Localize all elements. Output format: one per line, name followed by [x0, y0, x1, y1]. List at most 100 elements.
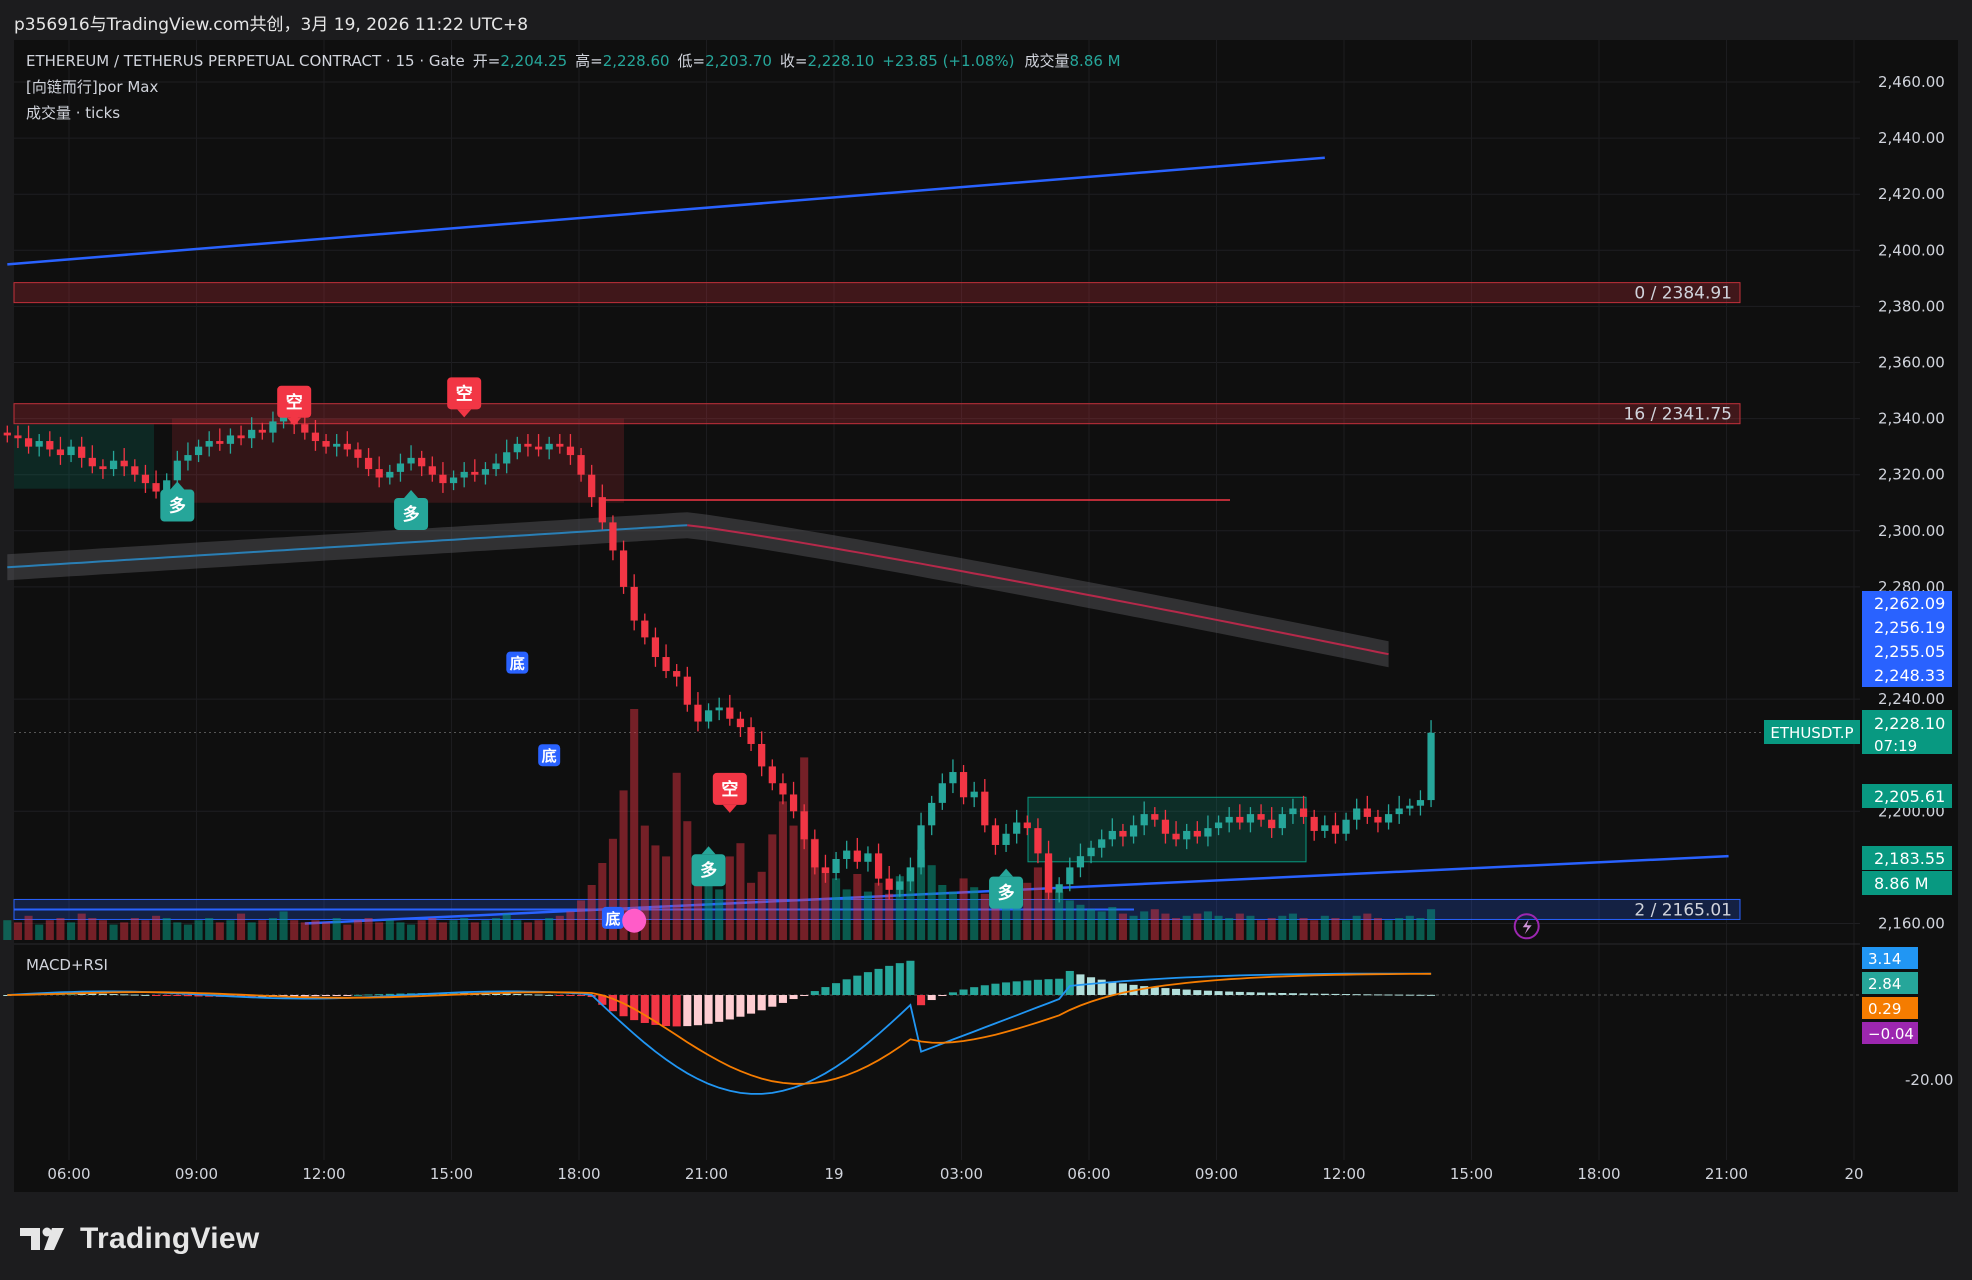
macd-histogram-bar — [789, 995, 798, 1000]
volume-bar — [1405, 915, 1414, 940]
candle-body — [556, 443, 564, 447]
candle-body — [832, 858, 840, 874]
candle-body — [301, 424, 309, 433]
candle-body — [991, 825, 1000, 845]
x-tick-label: 09:00 — [1195, 1165, 1238, 1183]
candle-body — [1353, 808, 1361, 820]
macd-histogram-bar — [832, 983, 841, 995]
volume-bar — [736, 843, 745, 940]
macd-histogram-bar — [704, 995, 713, 1024]
price-label-badge — [1862, 615, 1952, 639]
macd-histogram-bar — [959, 989, 968, 995]
macd-histogram-bar — [385, 993, 394, 995]
candle-body — [428, 466, 436, 475]
volume-bar — [598, 863, 607, 940]
volume-bar — [1225, 918, 1234, 940]
macd-histogram-bar — [1288, 993, 1297, 995]
macd-histogram-bar — [1055, 978, 1064, 995]
candle-body — [1023, 822, 1031, 829]
candle-body — [279, 415, 288, 422]
macd-histogram-bar — [311, 995, 320, 997]
x-tick-label: 15:00 — [1450, 1165, 1493, 1183]
price-label-text: 2,256.19 — [1874, 618, 1945, 637]
candle-body — [1204, 828, 1212, 837]
candle-body — [906, 867, 915, 882]
candle-body — [418, 457, 426, 467]
time-axis[interactable]: 06:00 09:00 12:00 15:00 18:00 21:00 19 03:00 06:… — [47, 1165, 1863, 1183]
macd-histogram-bar — [566, 995, 575, 996]
y-tick-label: 2,460.00 — [1878, 73, 1945, 91]
candle-body — [1034, 828, 1042, 854]
lightning-icon — [1522, 919, 1532, 935]
volume-bar — [927, 865, 936, 940]
macd-histogram-bar — [1203, 990, 1212, 995]
candle-body — [67, 446, 75, 456]
volume-bar — [885, 893, 894, 940]
price-label-text: 2,183.55 — [1874, 849, 1945, 868]
candle-body — [481, 469, 490, 475]
macd-title[interactable]: MACD+RSI — [26, 956, 108, 974]
x-tick-label: 03:00 — [940, 1165, 983, 1183]
signal-marker — [277, 385, 312, 418]
signal-pointer — [287, 417, 302, 426]
y-tick-label: 2,380.00 — [1878, 297, 1945, 315]
candle-body — [386, 471, 394, 478]
y-tick-label: 2,160.00 — [1878, 915, 1945, 933]
y-tick-label: 2,240.00 — [1878, 690, 1945, 708]
volume-bar — [1002, 898, 1011, 940]
x-tick-label: 21:00 — [1705, 1165, 1748, 1183]
zone-label: 16 / 2341.75 — [1624, 405, 1732, 425]
signal-label: 多 — [998, 883, 1015, 904]
candle-body — [1183, 830, 1191, 840]
macd-value-badge — [1862, 947, 1918, 969]
macd-histogram-bar — [1384, 994, 1393, 996]
macd-histogram-bar — [1108, 981, 1117, 995]
legend-low-label: 低= — [678, 52, 706, 70]
candle-body — [1151, 814, 1159, 820]
volume-bar — [1150, 909, 1159, 940]
macd-histogram-bar — [1225, 991, 1234, 995]
volume-bar — [1161, 913, 1170, 940]
signal-pointer — [404, 489, 419, 498]
candle-body — [630, 586, 638, 621]
legend-close: 2,228.10 — [808, 52, 875, 70]
macd-histogram-bar — [1097, 979, 1106, 995]
candle-body — [970, 791, 978, 798]
volume-bar — [98, 920, 107, 940]
volume-bar — [1416, 918, 1425, 940]
volume-bar — [13, 922, 22, 940]
macd-histogram-bar — [948, 992, 957, 995]
candle-body — [333, 443, 341, 447]
price-label-text: 2,255.05 — [1874, 642, 1945, 661]
macd-histogram-bar — [725, 995, 734, 1020]
candle-body — [949, 772, 957, 784]
volume-bar — [1331, 918, 1340, 940]
volume-bar — [874, 882, 883, 940]
volume-bar — [1235, 913, 1244, 940]
macd-histogram-bar — [194, 995, 203, 997]
volume-bar — [194, 920, 203, 940]
candle-body — [896, 881, 904, 890]
candle-body — [396, 463, 405, 472]
zone-band — [13, 282, 1741, 304]
legend-high: 2,228.60 — [603, 52, 670, 70]
volume-indicator-title[interactable]: 成交量 · ticks — [26, 104, 120, 122]
candle-body — [683, 676, 691, 705]
indicator-title[interactable]: [向链而行]por Max — [26, 78, 158, 96]
volume-bar — [821, 867, 830, 940]
macd-histogram-bar — [364, 994, 373, 996]
macd-histogram-bar — [1363, 994, 1372, 996]
macd-histogram-bar — [853, 975, 862, 995]
volume-bar — [768, 834, 777, 940]
volume-bar — [215, 922, 224, 940]
tradingview-logo[interactable]: TradingView — [18, 1222, 259, 1256]
candle-body — [959, 772, 968, 798]
macd-histogram-bar — [1427, 994, 1436, 996]
macd-histogram-bar — [630, 995, 639, 1021]
volume-bar — [1087, 909, 1096, 940]
candle-body — [598, 497, 606, 523]
candle-body — [1076, 856, 1085, 868]
volume-bar — [173, 922, 182, 940]
ribbon-band — [7, 512, 1389, 668]
